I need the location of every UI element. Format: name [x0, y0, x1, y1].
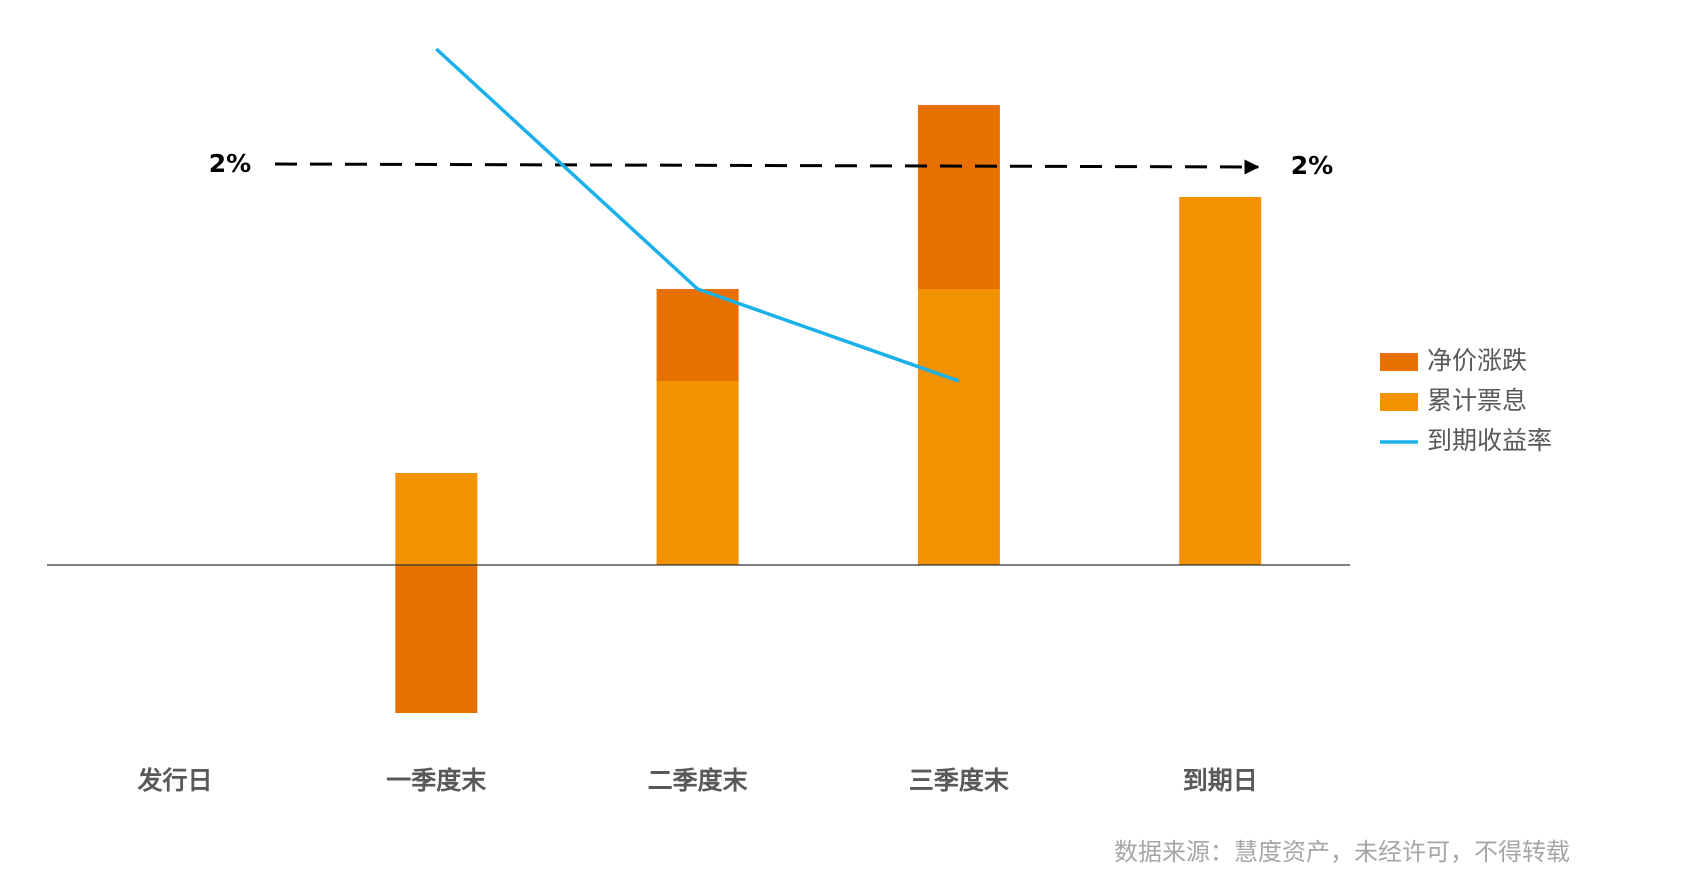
bar — [395, 565, 478, 713]
legend-swatch — [1380, 353, 1418, 371]
bar — [395, 473, 478, 565]
bar — [917, 105, 1000, 289]
legend-label: 到期收益率 — [1427, 426, 1552, 455]
legend-label: 累计票息 — [1427, 386, 1527, 415]
line-series — [435, 47, 960, 383]
source-note: 数据来源：慧度资产，未经许可，不得转载 — [1114, 838, 1570, 866]
bar — [656, 381, 739, 565]
bar — [656, 289, 739, 381]
reference-line — [274, 159, 1260, 175]
reference-label: 2% — [209, 149, 251, 178]
bar — [1179, 197, 1262, 565]
bar — [917, 289, 1000, 565]
legend-swatch — [1380, 393, 1418, 411]
x-tick-label: 发行日 — [136, 766, 212, 795]
legend-label: 净价涨跌 — [1427, 346, 1527, 375]
x-tick-label: 三季度末 — [909, 766, 1009, 795]
x-tick-label: 一季度末 — [386, 766, 486, 795]
reference-label: 2% — [1291, 151, 1333, 180]
x-tick-label: 二季度末 — [648, 766, 748, 795]
x-tick-label: 到期日 — [1183, 766, 1258, 795]
